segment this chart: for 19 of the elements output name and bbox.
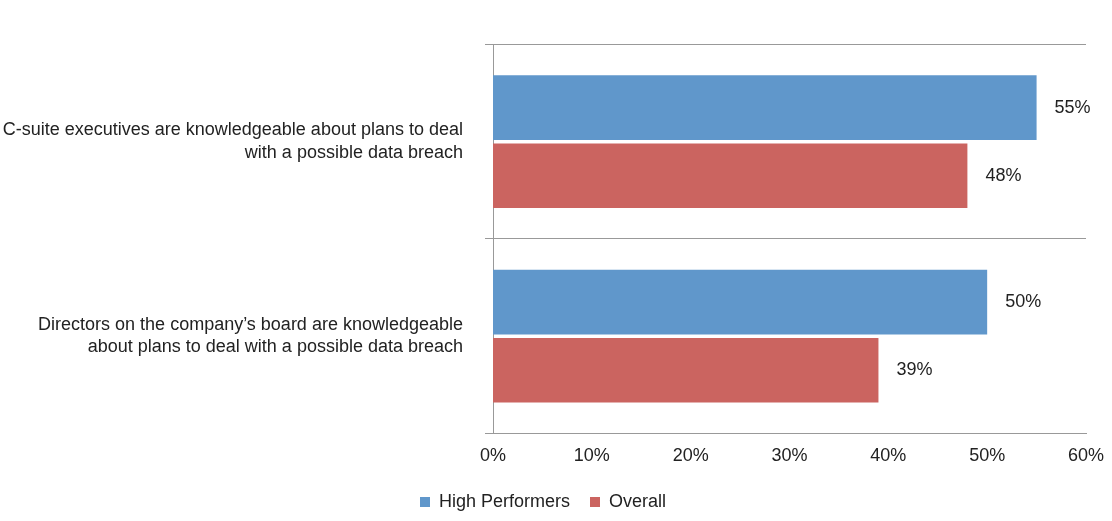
y-tick-label: Directors on the company’s board are knowledgeable about plans to deal with a possible data breach xyxy=(38,313,463,357)
data-label: 50% xyxy=(1005,291,1042,312)
bar xyxy=(493,75,1037,141)
x-tick-label: 60% xyxy=(1067,445,1105,466)
data-label: 39% xyxy=(896,359,933,380)
data-label: 55% xyxy=(1054,96,1091,117)
x-tick-label: 50% xyxy=(969,445,1006,466)
x-tick-label: 30% xyxy=(771,445,808,466)
legend-label: Overall xyxy=(609,490,667,511)
bar xyxy=(493,143,968,209)
x-tick-label: 20% xyxy=(672,445,709,466)
legend-label: High Performers xyxy=(438,490,571,511)
y-tick-label: C-suite executives are knowledgeable about plans to deal with a possible data breach xyxy=(2,119,463,162)
x-tick-label: 40% xyxy=(870,445,907,466)
x-tick-label: 0% xyxy=(479,445,507,466)
data-label: 48% xyxy=(985,164,1022,185)
bar xyxy=(493,269,988,335)
x-tick-label: 10% xyxy=(573,445,610,466)
bar xyxy=(493,337,879,403)
